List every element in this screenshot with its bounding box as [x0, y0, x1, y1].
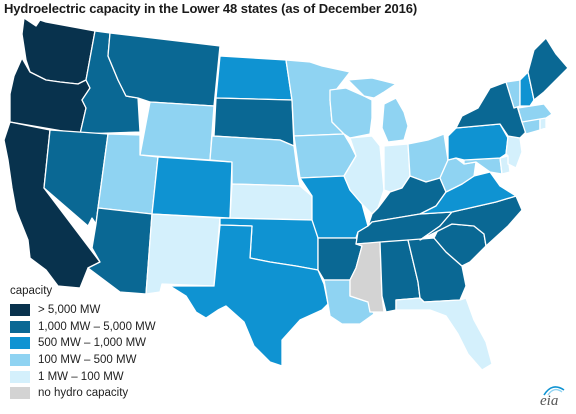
legend-item: 500 MW – 1,000 MW: [10, 335, 156, 352]
legend-item: > 5,000 MW: [10, 302, 156, 319]
legend-item: 100 MW – 500 MW: [10, 352, 156, 369]
state-texas[interactable]: [169, 224, 329, 367]
state-pennsylvania[interactable]: [447, 123, 509, 161]
logo-arc-icon: [543, 386, 565, 396]
state-massachusetts[interactable]: [517, 103, 553, 123]
legend-item: 1 MW – 100 MW: [10, 368, 156, 385]
eia-logo: eia: [540, 384, 568, 410]
legend-swatch: [10, 387, 30, 400]
legend-label: 1,000 MW – 5,000 MW: [38, 320, 156, 333]
state-north-dakota[interactable]: [215, 55, 293, 101]
legend-swatch: [10, 337, 30, 350]
state-florida[interactable]: [395, 297, 493, 371]
state-wisconsin[interactable]: [329, 87, 373, 139]
legend-label: no hydro capacity: [38, 387, 129, 400]
legend-label: 1 MW – 100 MW: [38, 370, 124, 383]
legend-swatch: [10, 320, 30, 333]
legend-swatch: [10, 304, 30, 317]
state-rhode-island[interactable]: [539, 117, 547, 131]
legend-label: 500 MW – 1,000 MW: [38, 337, 147, 350]
state-new-hampshire[interactable]: [519, 71, 535, 107]
legend-item: 1,000 MW – 5,000 MW: [10, 319, 156, 336]
legend-item: no hydro capacity: [10, 385, 156, 402]
state-kansas[interactable]: [229, 183, 313, 221]
legend-swatch: [10, 370, 30, 383]
state-michigan[interactable]: [347, 77, 409, 143]
legend-label: > 5,000 MW: [38, 304, 101, 317]
legend-swatch: [10, 354, 30, 367]
state-new-jersey[interactable]: [505, 135, 523, 169]
state-colorado[interactable]: [151, 156, 233, 219]
state-north-carolina[interactable]: [419, 195, 523, 247]
state-maine[interactable]: [527, 37, 569, 101]
map-legend: capacity > 5,000 MW 1,000 MW – 5,000 MW …: [10, 285, 156, 402]
state-montana[interactable]: [107, 32, 221, 107]
state-wyoming[interactable]: [139, 101, 215, 161]
map-title: Hydroelectric capacity in the Lower 48 s…: [4, 1, 418, 16]
legend-title: capacity: [10, 285, 53, 297]
state-california[interactable]: [3, 121, 101, 289]
legend-label: 100 MW – 500 MW: [38, 354, 137, 367]
state-arizona[interactable]: [87, 207, 153, 295]
state-new-mexico[interactable]: [145, 213, 221, 295]
logo-text: eia: [540, 393, 559, 409]
